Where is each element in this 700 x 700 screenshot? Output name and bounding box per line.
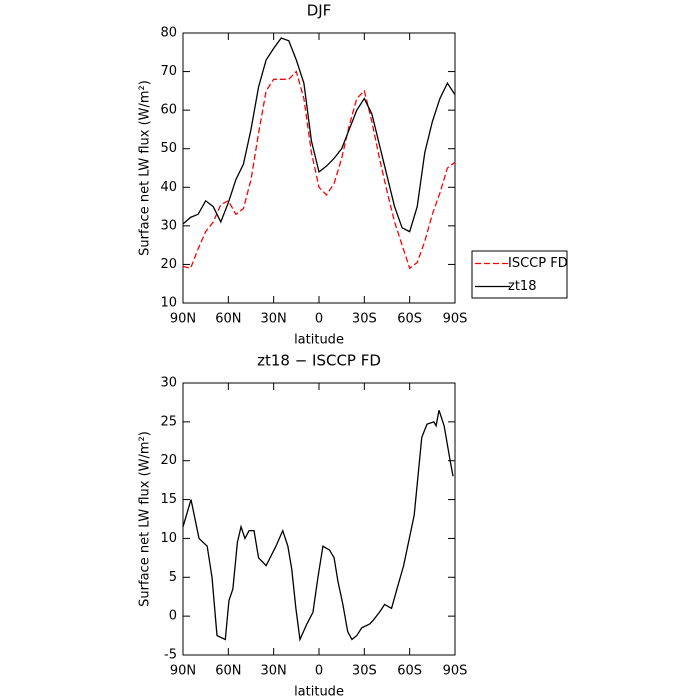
x-axis-label: latitude [294, 685, 344, 700]
y-tick-label: 10 [160, 296, 177, 311]
legend-label: ISCCP FD [508, 256, 568, 271]
y-tick-label: 20 [160, 257, 177, 272]
x-tick-label: 60N [215, 312, 241, 327]
x-tick-label: 60S [397, 664, 422, 679]
x-tick-label: 30N [261, 664, 287, 679]
y-tick-label: 30 [160, 218, 177, 233]
y-tick-label: 0 [169, 609, 177, 624]
x-tick-label: 90S [443, 312, 468, 327]
y-tick-label: 10 [160, 531, 177, 546]
x-tick-label: 90N [170, 664, 196, 679]
y-axis-label: Surface net LW flux (W/m²) [138, 80, 153, 256]
x-tick-label: 90S [443, 664, 468, 679]
x-tick-label: 90N [170, 312, 196, 327]
chart-title: DJF [307, 2, 332, 20]
y-tick-label: 40 [160, 180, 177, 195]
x-tick-label: 0 [315, 312, 323, 327]
legend-box [471, 250, 568, 299]
chart-title: zt18 − ISCCP FD [257, 352, 381, 370]
line-series [182, 409, 454, 642]
x-tick-label: 60S [397, 312, 422, 327]
y-tick-label: 60 [160, 103, 177, 118]
y-tick-label: 70 [160, 64, 177, 79]
y-tick-label: 50 [160, 141, 177, 156]
plot-frame [182, 32, 456, 304]
y-tick-label: 30 [160, 376, 177, 391]
x-tick-label: 30N [261, 312, 287, 327]
line-series [182, 37, 456, 233]
y-tick-label: 20 [160, 453, 177, 468]
y-tick-label: 5 [169, 570, 177, 585]
legend-label: zt18 [508, 279, 536, 294]
line-series [182, 70, 456, 270]
y-tick-label: 80 [160, 26, 177, 41]
plot-frame [182, 382, 456, 656]
y-tick-label: 25 [160, 414, 177, 429]
x-tick-label: 0 [315, 664, 323, 679]
y-axis-label: Surface net LW flux (W/m²) [138, 431, 153, 607]
x-tick-label: 60N [215, 664, 241, 679]
x-tick-label: 30S [352, 312, 377, 327]
x-axis-label: latitude [294, 333, 344, 348]
y-tick-label: 15 [160, 492, 177, 507]
x-tick-label: 30S [352, 664, 377, 679]
y-tick-label: -5 [164, 648, 177, 663]
